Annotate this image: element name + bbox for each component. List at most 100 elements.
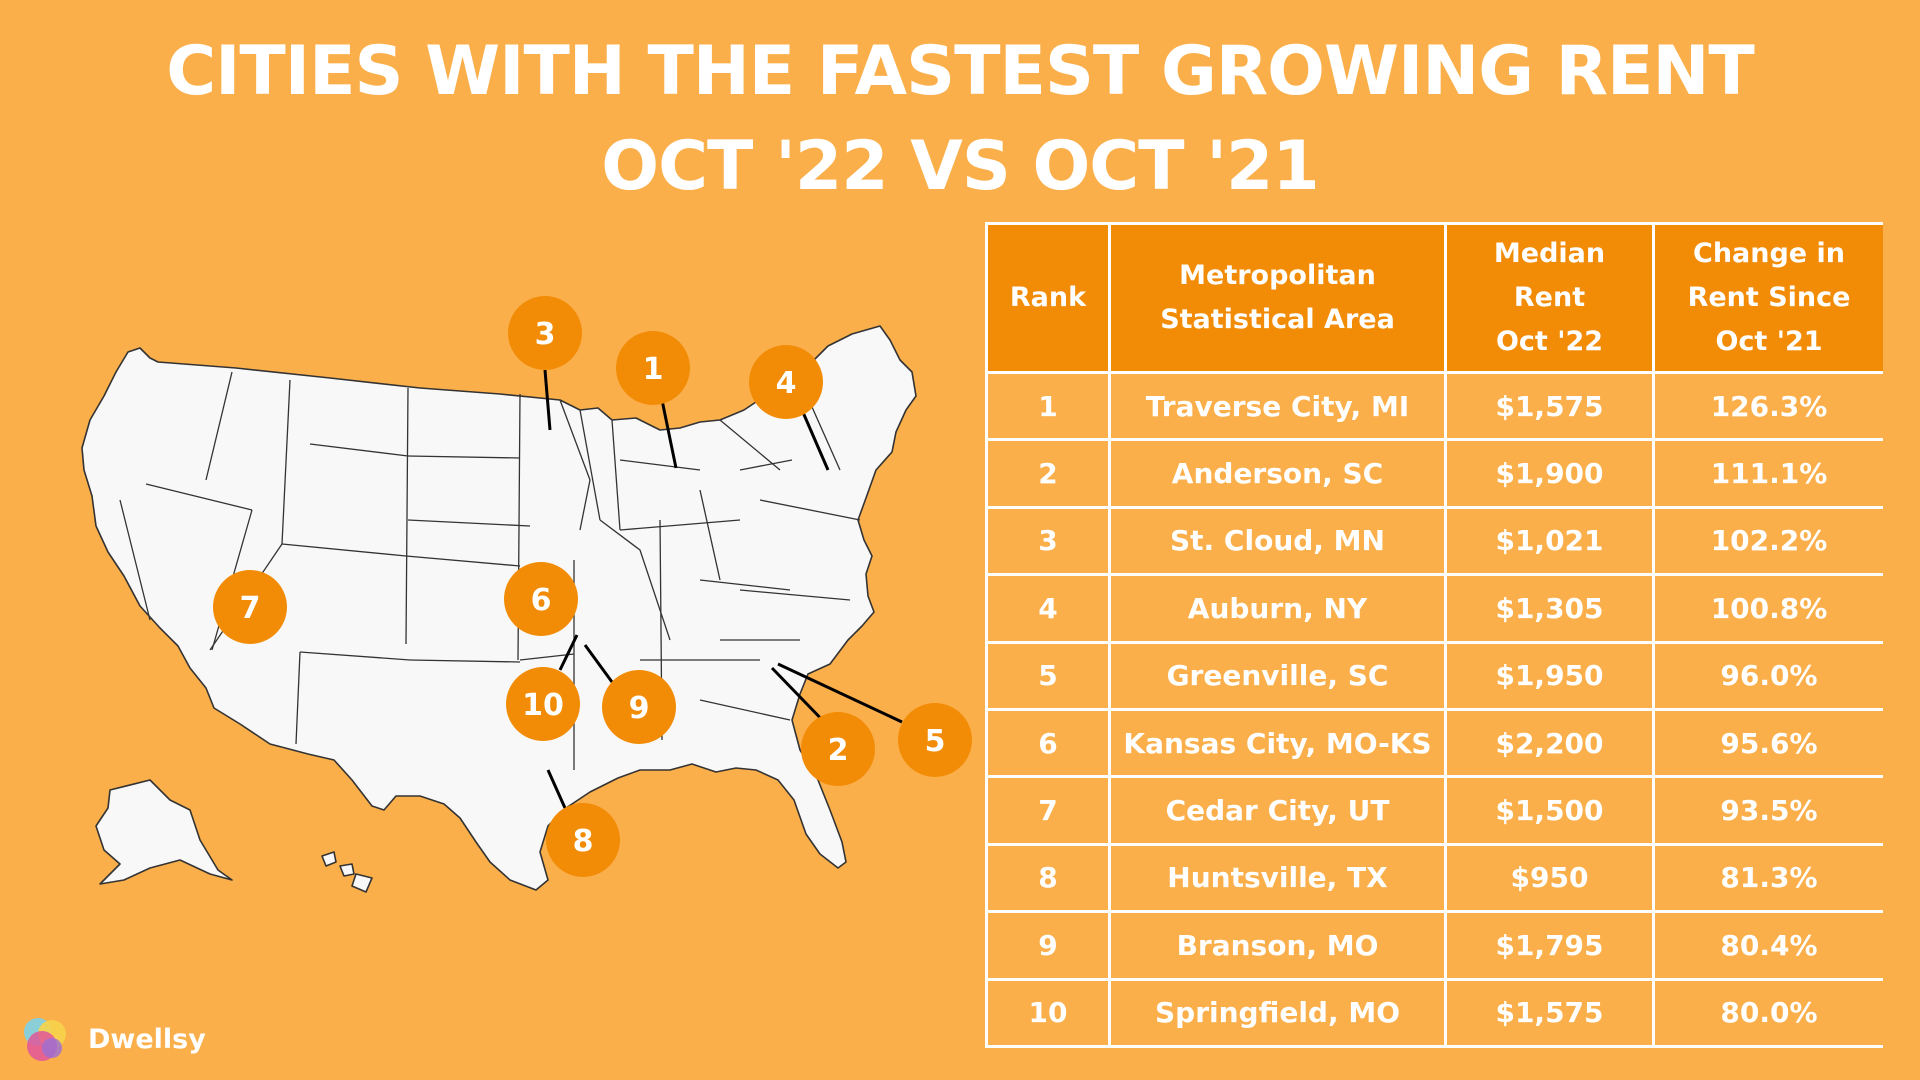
cell-rank: 10: [988, 980, 1108, 1045]
marker-anderson-sc: 2: [801, 712, 875, 786]
cell-rank: 8: [988, 845, 1108, 911]
cell-change: 95.6%: [1655, 710, 1883, 776]
leader-line-4: [800, 409, 830, 471]
marker-circle: [213, 570, 287, 644]
cell-change: 93.5%: [1655, 778, 1883, 843]
cell-rent: $1,795: [1447, 913, 1652, 978]
marker-label: 8: [573, 824, 594, 859]
cell-change: 102.2%: [1655, 508, 1883, 574]
cell-rank: 9: [988, 913, 1108, 978]
marker-label: 4: [776, 366, 797, 401]
cell-change: 111.1%: [1655, 441, 1883, 506]
title-line-2: OCT '22 VS OCT '21: [601, 127, 1319, 206]
dwellsy-logo: Dwellsy: [16, 1012, 216, 1068]
us-map: 1 2 3 4 5 6 7 8 9 10: [81, 296, 972, 893]
header-rent-line-3: Oct '22: [1495, 326, 1604, 357]
marker-circle: [616, 331, 690, 405]
marker-branson-mo: 9: [602, 670, 676, 744]
brand-name: Dwellsy: [88, 1024, 206, 1055]
cell-change: 96.0%: [1655, 643, 1883, 708]
marker-st-cloud-mn: 3: [508, 296, 582, 370]
cell-area: Huntsville, TX: [1111, 845, 1444, 911]
cell-area: Springfield, MO: [1111, 980, 1444, 1045]
cell-rent: $1,575: [1447, 980, 1652, 1045]
table-row: 5 Greenville, SC $1,950 96.0%: [988, 643, 1883, 708]
cell-rank: 3: [988, 508, 1108, 574]
header-area: Metropolitan Statistical Area: [1111, 225, 1444, 371]
header-change-line-3: Oct '21: [1715, 326, 1823, 357]
cell-rank: 1: [988, 374, 1108, 439]
marker-auburn-ny: 4: [749, 345, 823, 419]
cell-change: 126.3%: [1655, 374, 1883, 439]
title-line-1: CITIES WITH THE FASTEST GROWING RENT: [166, 32, 1755, 111]
cell-rent: $1,575: [1447, 374, 1652, 439]
cell-change: 80.4%: [1655, 913, 1883, 978]
marker-springfield-mo: 10: [506, 667, 580, 741]
cell-rent: $1,950: [1447, 643, 1652, 708]
marker-kansas-city-mo-ks: 6: [504, 562, 578, 636]
leader-line-8: [546, 769, 567, 809]
table-row: 8 Huntsville, TX $950 81.3%: [988, 845, 1883, 911]
marker-traverse-city-mi: 1: [616, 331, 690, 405]
marker-cedar-city-ut: 7: [213, 570, 287, 644]
leader-line-6: [558, 634, 579, 671]
leader-line-9: [583, 644, 614, 683]
cell-area: Auburn, NY: [1111, 576, 1444, 641]
marker-label: 2: [828, 733, 849, 768]
leader-line-5: [777, 662, 903, 724]
marker-circle: [898, 703, 972, 777]
rent-table-container: Rank Metropolitan Statistical Area Media…: [985, 222, 1883, 1048]
marker-circle: [546, 803, 620, 877]
marker-circle: [749, 345, 823, 419]
cell-area: Cedar City, UT: [1111, 778, 1444, 843]
marker-circle: [602, 670, 676, 744]
table-row: 6 Kansas City, MO-KS $2,200 95.6%: [988, 710, 1883, 776]
marker-circle: [506, 667, 580, 741]
cell-area: Traverse City, MI: [1111, 374, 1444, 439]
marker-label: 3: [535, 317, 556, 352]
header-area-line-1: Metropolitan: [1179, 260, 1376, 291]
cell-area: Greenville, SC: [1111, 643, 1444, 708]
cell-change: 100.8%: [1655, 576, 1883, 641]
table-row: 3 St. Cloud, MN $1,021 102.2%: [988, 508, 1883, 574]
marker-label: 1: [643, 352, 664, 387]
header-rent-line-2: Rent: [1513, 282, 1586, 313]
cell-change: 80.0%: [1655, 980, 1883, 1045]
header-rent-line-1: Median: [1493, 238, 1606, 269]
header-change: Change in Rent Since Oct '21: [1655, 225, 1883, 371]
header-rank: Rank: [988, 225, 1108, 371]
map-markers: 1 2 3 4 5 6 7 8 9 10: [213, 296, 972, 877]
cell-rent: $1,900: [1447, 441, 1652, 506]
cell-rank: 7: [988, 778, 1108, 843]
table-row: 10 Springfield, MO $1,575 80.0%: [988, 980, 1883, 1045]
marker-circle: [801, 712, 875, 786]
marker-circle: [508, 296, 582, 370]
table-row: 1 Traverse City, MI $1,575 126.3%: [988, 374, 1883, 439]
rent-table: Rank Metropolitan Statistical Area Media…: [985, 222, 1886, 1048]
table-header-row: Rank Metropolitan Statistical Area Media…: [988, 225, 1883, 371]
marker-label: 5: [925, 724, 946, 759]
cell-area: St. Cloud, MN: [1111, 508, 1444, 574]
header-rent: Median Rent Oct '22: [1447, 225, 1652, 371]
marker-label: 10: [522, 688, 564, 723]
us-outline: [81, 325, 917, 893]
marker-label: 9: [629, 691, 650, 726]
header-area-line-2: Statistical Area: [1160, 304, 1395, 335]
cell-area: Branson, MO: [1111, 913, 1444, 978]
cell-area: Kansas City, MO-KS: [1111, 710, 1444, 776]
marker-huntsville-tx: 8: [546, 803, 620, 877]
header-change-line-1: Change in: [1693, 238, 1845, 269]
cell-rank: 2: [988, 441, 1108, 506]
marker-greenville-sc: 5: [898, 703, 972, 777]
marker-label: 6: [531, 583, 552, 618]
table-row: 7 Cedar City, UT $1,500 93.5%: [988, 778, 1883, 843]
cell-rent: $1,500: [1447, 778, 1652, 843]
leader-line-1: [660, 399, 678, 469]
leader-line-3: [543, 369, 552, 431]
cell-change: 81.3%: [1655, 845, 1883, 911]
table-row: 2 Anderson, SC $1,900 111.1%: [988, 441, 1883, 506]
marker-label: 7: [240, 591, 261, 626]
marker-circle: [504, 562, 578, 636]
dwellsy-logo-icon: [24, 1018, 66, 1061]
cell-rank: 4: [988, 576, 1108, 641]
